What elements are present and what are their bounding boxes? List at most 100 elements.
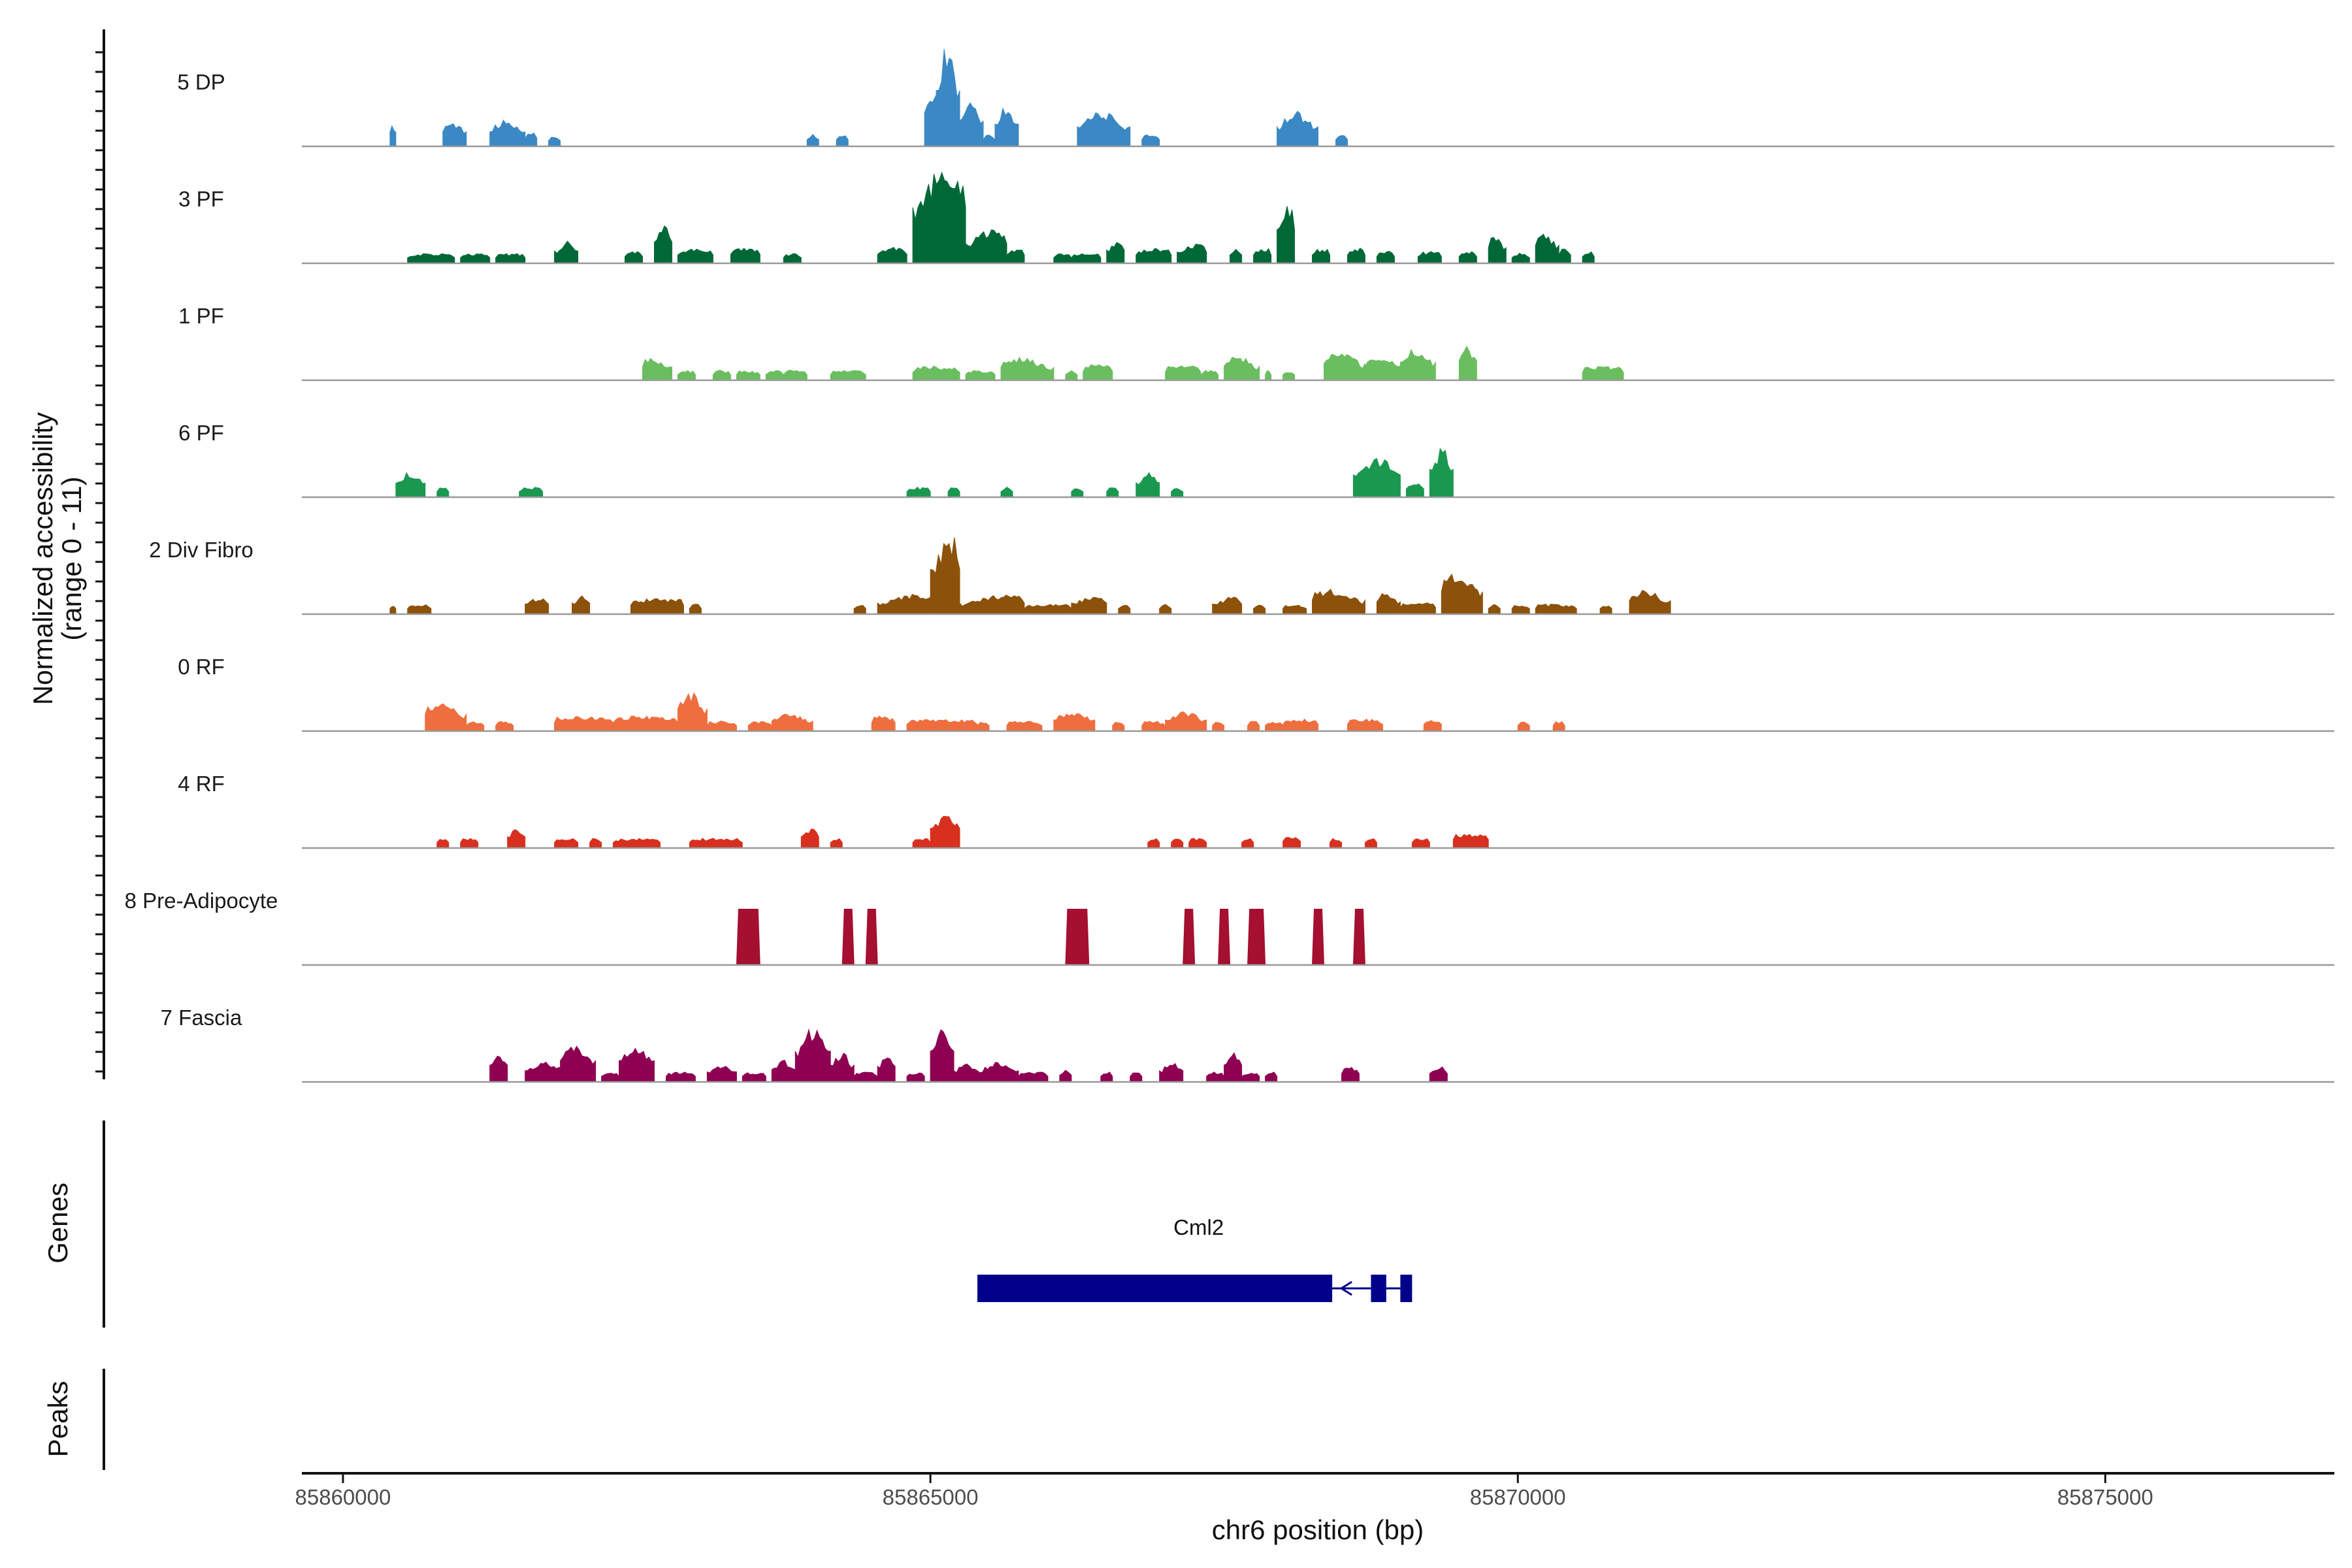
track-2-div-fibro: 2 Div Fibro [149, 537, 2334, 615]
track-label: 0 RF [178, 655, 225, 679]
track-6-pf: 6 PF [178, 421, 2334, 498]
coverage-peak [1265, 1071, 1278, 1083]
coverage-peak [853, 1071, 878, 1083]
coverage-peak [1429, 448, 1454, 498]
coverage-peak [1053, 253, 1072, 264]
coverage-peak [771, 713, 813, 732]
coverage-peak [736, 909, 760, 966]
coverage-peak [1282, 372, 1295, 381]
x-tick-label: 85870000 [1470, 1485, 1566, 1509]
coverage-peak [1347, 248, 1365, 264]
coverage-peak [1629, 589, 1671, 615]
x-tick-label: 85875000 [2057, 1485, 2153, 1509]
coverage-peak [706, 721, 737, 732]
coverage-peak [1159, 1063, 1184, 1083]
coverage-peak [1247, 909, 1266, 966]
coverage-peak [730, 248, 760, 264]
x-axis-ticks: 85860000 85865000 85870000 85875000 [295, 1473, 2153, 1509]
coverage-peak [601, 1073, 619, 1083]
coverage-peak [1024, 604, 1072, 615]
coverage-peak [1065, 909, 1090, 966]
coverage-peak [442, 123, 467, 147]
coverage-peak [712, 370, 731, 381]
coverage-peak [1376, 251, 1395, 264]
track-4-rf: 4 RF [178, 772, 2334, 849]
coverage-peak [1230, 248, 1243, 264]
coverage-peak [1135, 472, 1160, 498]
track-label: 6 PF [178, 421, 224, 445]
coverage-peak [395, 472, 426, 498]
coverage-peak [677, 248, 713, 264]
coverage-peak [1253, 248, 1272, 264]
coverage-peak [1171, 488, 1184, 498]
coverage-peak [466, 721, 485, 732]
x-tick-label: 85865000 [883, 1485, 979, 1509]
coverage-peak [706, 1066, 737, 1083]
coverage-peak [1399, 602, 1436, 615]
coverage-peak [677, 370, 696, 381]
coverage-peak [800, 828, 819, 849]
y-axis-range: (range 0 - 11) [56, 476, 87, 640]
coverage-peak [1147, 838, 1160, 849]
coverage-peak [1423, 720, 1442, 732]
coverage-peak [495, 253, 526, 264]
coverage-peak [771, 1060, 796, 1083]
coverage-peak [1558, 248, 1571, 264]
coverage-peak [1018, 1071, 1049, 1083]
coverage-peak [654, 225, 672, 264]
coverage-peak [619, 1047, 655, 1083]
coverage-peak [642, 357, 672, 381]
coverage-peak [1141, 134, 1160, 147]
coverage-peak [841, 909, 855, 966]
coverage-peak [525, 598, 549, 615]
coverage-peak [865, 909, 878, 966]
track-label: 5 DP [177, 70, 225, 94]
coverage-peak [1177, 244, 1207, 264]
coverage-peak [1324, 353, 1365, 381]
coverage-peak [959, 102, 984, 147]
coverage-peak [1224, 1052, 1243, 1083]
coverage-peak [1282, 836, 1301, 849]
coverage-peak [630, 598, 684, 615]
coverage-peak [689, 604, 702, 615]
coverage-peak [994, 106, 1019, 147]
coverage-peak [1100, 1071, 1113, 1083]
coverage-peak [794, 1028, 831, 1083]
coverage-peak [1311, 909, 1325, 966]
coverage-peak [1488, 237, 1507, 264]
coverage-peak [1106, 242, 1125, 264]
coverage-peak [806, 134, 819, 147]
coverage-peak [912, 838, 931, 849]
coverage-peak [1247, 721, 1260, 732]
coverage-peak [742, 1072, 766, 1083]
coverage-peak [877, 594, 937, 615]
coverage-peak [1282, 718, 1318, 732]
coverage-peak [1312, 248, 1330, 264]
coverage-peak [460, 253, 491, 264]
coverage-peak [1171, 838, 1184, 849]
coverage-peak [1006, 721, 1043, 732]
genes-track-title: Genes [42, 1183, 73, 1264]
gene-exon [1371, 1275, 1386, 1302]
coverage-peak [983, 135, 996, 147]
coverage-peak [1599, 606, 1612, 615]
coverage-peak [1511, 252, 1530, 264]
coverage-peak [930, 537, 960, 615]
coverage-peak [1417, 251, 1442, 264]
coverage-peak [389, 606, 397, 615]
coverage-peak [877, 1057, 896, 1083]
coverage-peak [853, 604, 866, 615]
coverage-peak [1200, 370, 1219, 381]
coverage-peak [436, 487, 449, 498]
coverage-peak [1241, 838, 1254, 849]
strand-arrow-icon [1339, 1281, 1352, 1296]
coverage-peak [560, 1045, 596, 1083]
coverage-peak [1071, 488, 1084, 498]
coverage-peak [977, 722, 990, 732]
coverage-peak [1458, 251, 1477, 264]
coverage-peak [613, 715, 678, 732]
coverage-peak [613, 838, 661, 849]
coverage-peak [936, 49, 960, 147]
track-label: 1 PF [178, 304, 224, 328]
coverage-peak [389, 125, 397, 147]
